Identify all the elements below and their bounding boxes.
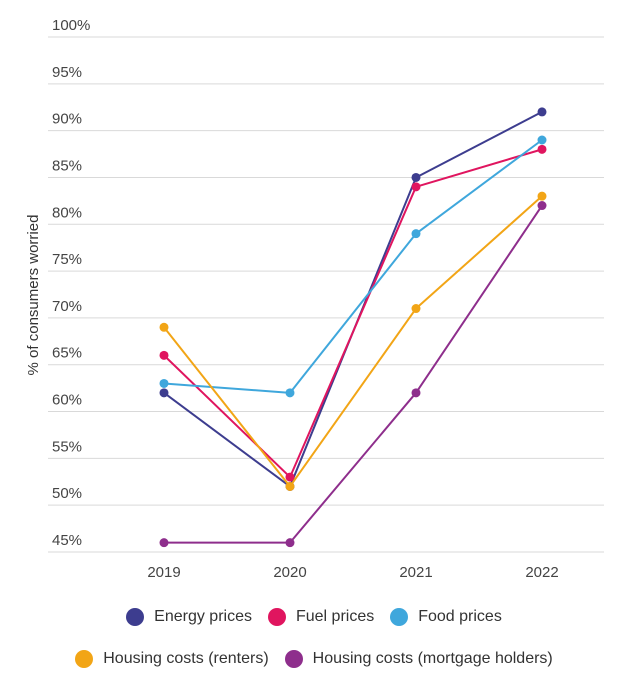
data-point-housing-costs-renters bbox=[411, 304, 421, 314]
series-line-housing-costs-mortgage-holders bbox=[164, 204, 543, 544]
data-point-fuel-prices bbox=[285, 472, 295, 482]
x-tick-label: 2021 bbox=[399, 564, 432, 581]
legend-marker-icon bbox=[126, 608, 145, 626]
data-point-housing-costs-mortgage-holders bbox=[411, 388, 421, 398]
legend-marker-icon bbox=[284, 650, 303, 668]
y-tick-label: 65% bbox=[52, 345, 82, 362]
legend-marker-icon bbox=[390, 608, 409, 626]
series-lines bbox=[159, 107, 547, 548]
y-tick-label: 85% bbox=[52, 157, 82, 174]
y-tick-label: 55% bbox=[52, 438, 82, 455]
data-point-housing-costs-renters bbox=[285, 481, 295, 491]
legend-item-energy-prices: Energy prices bbox=[126, 608, 252, 626]
legend-label: Housing costs (renters) bbox=[103, 650, 269, 667]
x-tick-label: 2019 bbox=[147, 564, 180, 581]
y-axis-label: % of consumers worried bbox=[25, 215, 42, 376]
y-tick-label: 60% bbox=[52, 392, 82, 409]
legend-label: Energy prices bbox=[154, 608, 252, 625]
y-tick-label: 50% bbox=[52, 485, 82, 502]
legend-item-housing-costs-mortgage-holders: Housing costs (mortgage holders) bbox=[284, 650, 553, 668]
gridlines bbox=[48, 36, 604, 553]
legend-marker-icon bbox=[267, 608, 286, 626]
legend-label: Fuel prices bbox=[295, 608, 375, 625]
data-point-fuel-prices bbox=[159, 350, 169, 360]
y-tick-labels: 45% 50% 55% 60% 65% 70% 75% 80% 85% 90% 95% 100% bbox=[52, 17, 90, 549]
y-tick-label: 95% bbox=[52, 64, 82, 81]
x-tick-labels: 2019 2020 2021 2022 bbox=[147, 564, 558, 581]
data-point-housing-costs-mortgage-holders bbox=[537, 201, 547, 211]
data-point-housing-costs-mortgage-holders bbox=[285, 538, 295, 548]
data-point-energy-prices bbox=[411, 172, 421, 182]
y-tick-label: 100% bbox=[52, 17, 90, 34]
data-point-housing-costs-mortgage-holders bbox=[159, 538, 169, 548]
series-line-energy-prices bbox=[163, 111, 543, 488]
series-line-fuel-prices bbox=[163, 148, 543, 479]
y-tick-label: 80% bbox=[52, 204, 82, 221]
y-tick-label: 70% bbox=[52, 298, 82, 315]
data-point-fuel-prices bbox=[537, 144, 547, 154]
legend-row-2: Housing costs (renters) Housing costs (mo… bbox=[0, 650, 628, 668]
legend-marker-icon bbox=[75, 650, 94, 668]
legend-row-1: Energy prices Fuel prices Food prices bbox=[0, 608, 628, 626]
y-tick-label: 45% bbox=[52, 532, 82, 549]
y-tick-label: 75% bbox=[52, 251, 82, 268]
legend-item-fuel-prices: Fuel prices bbox=[267, 608, 375, 626]
series-line-food-prices bbox=[163, 139, 543, 394]
legend-item-food-prices: Food prices bbox=[390, 608, 502, 626]
data-point-housing-costs-renters bbox=[159, 322, 169, 332]
data-point-food-prices bbox=[537, 135, 547, 145]
x-tick-label: 2020 bbox=[273, 564, 306, 581]
data-point-food-prices bbox=[285, 388, 295, 398]
data-point-energy-prices bbox=[159, 388, 169, 398]
legend-item-housing-costs-renters: Housing costs (renters) bbox=[75, 650, 269, 668]
y-tick-label: 90% bbox=[52, 111, 82, 128]
legend-label: Housing costs (mortgage holders) bbox=[312, 650, 553, 667]
legend-label: Food prices bbox=[418, 608, 502, 625]
data-point-energy-prices bbox=[537, 107, 547, 117]
data-point-food-prices bbox=[411, 229, 421, 239]
data-point-food-prices bbox=[159, 378, 169, 388]
x-tick-label: 2022 bbox=[525, 564, 558, 581]
data-point-fuel-prices bbox=[411, 182, 421, 192]
data-point-housing-costs-renters bbox=[537, 191, 547, 201]
series-line-housing-costs-renters bbox=[163, 195, 543, 488]
